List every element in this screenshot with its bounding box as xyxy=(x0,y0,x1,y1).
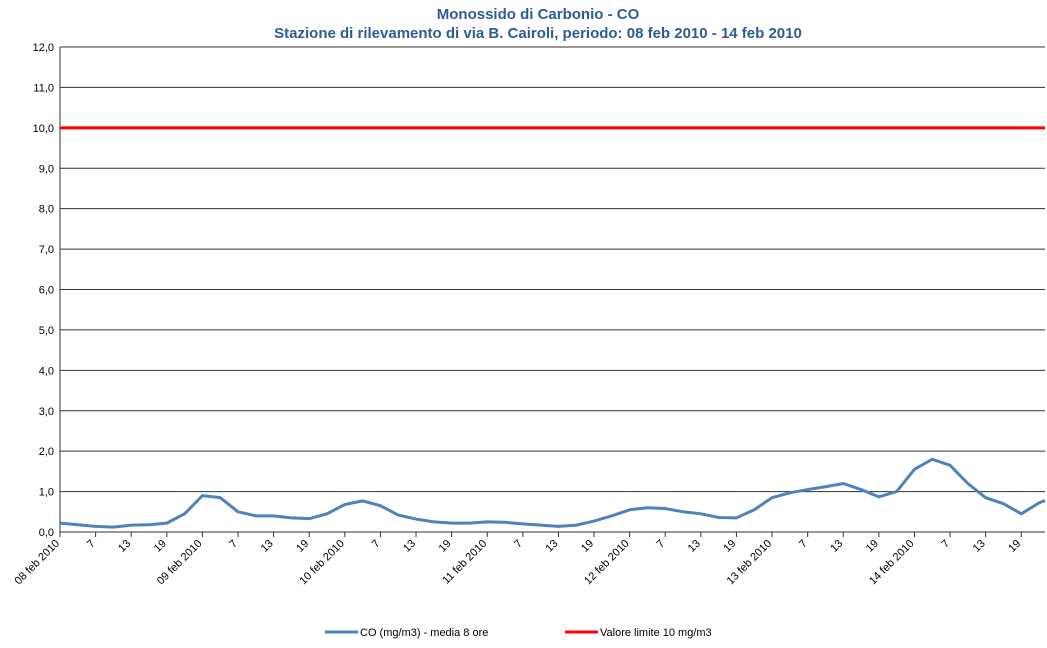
legend-label: Valore limite 10 mg/m3 xyxy=(600,627,712,639)
x-tick-label: 13 xyxy=(971,538,988,555)
x-tick-label: 19 xyxy=(864,538,881,555)
x-tick-label: 19 xyxy=(1006,538,1023,555)
y-tick-label: 8,0 xyxy=(39,204,54,216)
y-tick-label: 7,0 xyxy=(39,244,54,256)
x-tick-label: 19 xyxy=(721,538,738,555)
legend-label: CO (mg/m3) - media 8 ore xyxy=(360,627,488,639)
y-tick-label: 12,0 xyxy=(33,42,54,54)
x-tick-label: 7 xyxy=(797,538,810,551)
x-tick-label: 19 xyxy=(579,538,596,555)
x-tick-label: 08 feb 2010 xyxy=(13,538,63,588)
y-tick-label: 3,0 xyxy=(39,406,54,418)
x-tick-label: 13 xyxy=(259,538,276,555)
y-tick-label: 5,0 xyxy=(39,325,54,337)
x-tick-label: 7 xyxy=(655,538,668,551)
x-tick-label: 13 xyxy=(543,538,560,555)
y-tick-label: 4,0 xyxy=(39,365,54,377)
y-tick-label: 6,0 xyxy=(39,285,54,297)
y-tick-label: 10,0 xyxy=(33,123,54,135)
y-tick-label: 11,0 xyxy=(33,82,54,94)
y-tick-label: 2,0 xyxy=(39,446,54,458)
x-tick-label: 13 xyxy=(401,538,418,555)
chart-title: Monossido di Carbonio - CO xyxy=(437,6,640,23)
x-tick-label: 13 xyxy=(828,538,845,555)
x-tick-label: 13 xyxy=(686,538,703,555)
x-tick-label: 7 xyxy=(85,538,98,551)
y-tick-label: 0,0 xyxy=(39,527,54,539)
x-tick-label: 19 xyxy=(294,538,311,555)
y-tick-label: 9,0 xyxy=(39,163,54,175)
x-tick-label: 7 xyxy=(512,538,525,551)
data-line xyxy=(59,457,1046,529)
x-tick-label: 7 xyxy=(370,538,383,551)
x-tick-label: 19 xyxy=(437,538,454,555)
x-tick-label: 7 xyxy=(227,538,240,551)
x-tick-label: 7 xyxy=(939,538,952,551)
x-tick-label: 19 xyxy=(152,538,169,555)
y-tick-label: 1,0 xyxy=(39,487,54,499)
x-tick-label: 13 xyxy=(116,538,133,555)
chart-subtitle: Stazione di rilevamento di via B. Cairol… xyxy=(274,25,802,42)
